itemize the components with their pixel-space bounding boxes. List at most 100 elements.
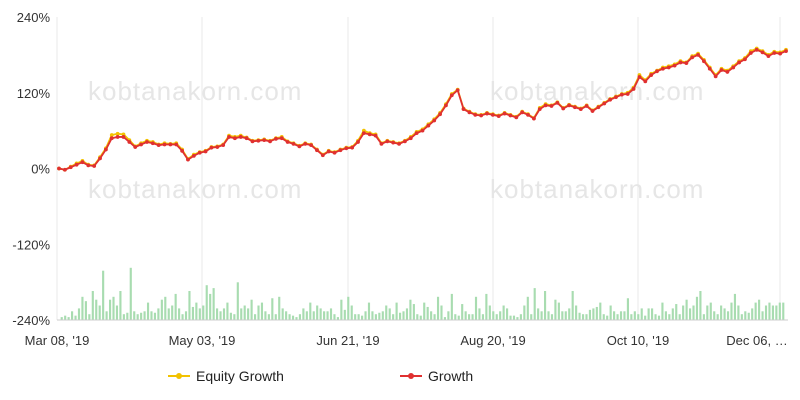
volume-bar [771, 305, 774, 320]
volume-bar [329, 308, 333, 320]
legend-item-growth[interactable]: Growth [400, 368, 473, 384]
growth-point [526, 112, 530, 117]
volume-bar [354, 314, 357, 320]
volume-bar [350, 305, 353, 320]
volume-bar [416, 314, 419, 320]
growth-point [625, 92, 630, 96]
volume-bar [285, 311, 288, 320]
volume-bar [419, 315, 422, 320]
growth-point [643, 79, 648, 84]
volume-bar [191, 306, 194, 320]
volume-bar [702, 314, 705, 320]
volume-bar [616, 314, 619, 320]
volume-bar [122, 314, 125, 320]
growth-point [520, 110, 525, 115]
volume-bar [160, 299, 163, 320]
growth-point [203, 149, 208, 154]
volume-bar [543, 291, 547, 320]
volume-bar [402, 311, 405, 320]
volume-bar [468, 314, 471, 320]
volume-bar [257, 305, 260, 320]
volume-bar [222, 308, 226, 320]
growth-point [62, 167, 67, 172]
growth-point [186, 157, 190, 162]
volume-bar [115, 305, 119, 320]
volume-bar [157, 308, 160, 320]
volume-bar [88, 314, 91, 320]
growth-point [649, 73, 654, 77]
volume-bar [226, 302, 229, 320]
growth-point [555, 100, 560, 105]
volume-bar [209, 293, 212, 320]
growth-line [58, 48, 787, 171]
volume-bar [374, 314, 377, 320]
growth-point [121, 135, 126, 139]
volume-bar [778, 302, 781, 320]
volume-bar [295, 317, 298, 320]
volume-bar [188, 291, 191, 320]
volume-bar [430, 311, 433, 320]
growth-point [168, 142, 173, 147]
legend-item-equity-growth[interactable]: Equity Growth [168, 368, 284, 384]
volume-bar [305, 311, 308, 320]
legend-label-growth: Growth [428, 368, 474, 384]
growth-point [590, 109, 595, 113]
volume-bar [682, 305, 685, 320]
growth-point [86, 163, 91, 168]
growth-point [614, 95, 618, 100]
volume-bar [108, 299, 112, 320]
growth-point [80, 160, 85, 165]
volume-bar [95, 299, 98, 320]
volume-bar [212, 288, 215, 320]
volume-bar [388, 308, 391, 320]
growth-point [238, 135, 243, 139]
volume-bar [782, 302, 785, 320]
volume-bar [723, 308, 726, 320]
volume-bar [457, 315, 460, 320]
growth-point [672, 63, 677, 68]
volume-bar [119, 291, 122, 320]
volume-bar [564, 311, 567, 320]
growth-point [350, 145, 355, 150]
volume-bar [133, 311, 136, 320]
growth-point [145, 140, 149, 144]
volume-bar [171, 305, 174, 320]
growth-point [92, 164, 97, 168]
volume-bar [695, 296, 699, 320]
growth-point [197, 150, 202, 155]
volume-bar [506, 308, 509, 320]
growth-point [537, 107, 542, 112]
volume-bar [153, 312, 157, 320]
volume-bar [775, 305, 778, 320]
growth-point [414, 131, 419, 136]
growth-point [532, 116, 536, 121]
volume-bar [647, 308, 650, 320]
growth-point [707, 66, 712, 71]
growth-point [215, 145, 220, 149]
growth-point [666, 65, 671, 70]
volume-bar [74, 315, 77, 320]
volume-bar [102, 270, 105, 320]
equity-growth-swatch-icon [168, 373, 190, 379]
volume-bar [67, 317, 70, 320]
growth-point [514, 115, 519, 120]
y-tick-label: -120% [12, 237, 50, 252]
volume-bar [302, 308, 305, 320]
y-tick-label: -240% [12, 313, 50, 328]
volume-bar [150, 311, 153, 320]
volume-bar [495, 314, 498, 320]
volume-bar [726, 311, 730, 320]
growth-point [420, 128, 425, 133]
growth-point [690, 55, 695, 60]
volume-bar [309, 302, 312, 320]
volume-bar [554, 299, 557, 320]
volume-bar [440, 305, 443, 320]
volume-bar [523, 305, 526, 320]
growth-point [209, 145, 214, 150]
grid [56, 17, 781, 320]
growth-point [561, 106, 566, 111]
growth-point [74, 162, 79, 167]
volume-bar [98, 305, 101, 320]
volume-bar [361, 315, 364, 320]
growth-point [467, 110, 472, 115]
